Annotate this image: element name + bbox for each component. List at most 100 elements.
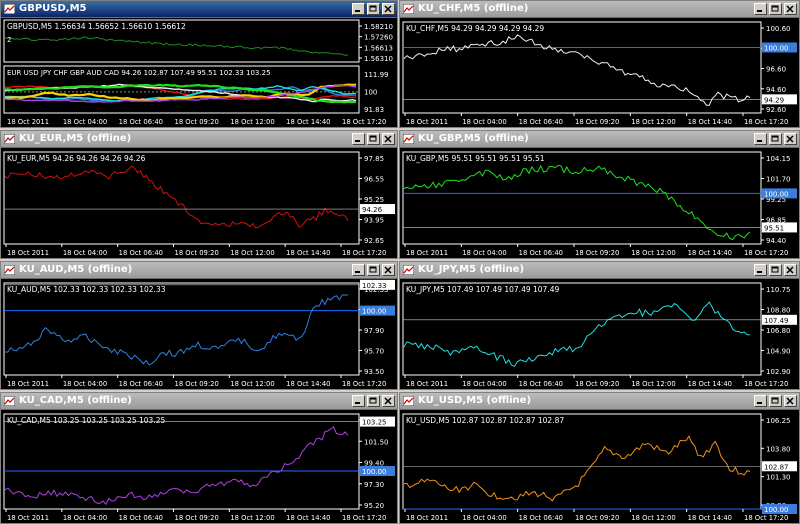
close-button[interactable] xyxy=(784,395,797,407)
reference-tag-label: 100.00 xyxy=(362,308,387,316)
maximize-button[interactable] xyxy=(769,3,782,15)
title-bar[interactable]: KU_EUR,M5 (offline) xyxy=(1,131,397,148)
close-button[interactable] xyxy=(382,133,395,145)
price-line xyxy=(5,294,348,366)
chart-window-jpy[interactable]: KU_JPY,M5 (offline) KU_JPY,M5 107.49 107.… xyxy=(399,261,800,390)
y-tick-label: 95.70 xyxy=(364,348,384,356)
reference-tag xyxy=(762,504,797,514)
chart-header: KU_CAD,M5 103.25 103.25 103.25 103.25 xyxy=(7,416,165,425)
chart-area[interactable]: GBPUSD,M5 1.56634 1.56652 1.56610 1.5661… xyxy=(1,18,397,127)
chart-area[interactable]: KU_AUD,M5 102.33 102.33 102.33 102.33 102… xyxy=(1,279,397,389)
y-tick-label: 92.65 xyxy=(364,237,384,245)
chart-area[interactable]: KU_JPY,M5 107.49 107.49 107.49 107.49 110… xyxy=(400,279,799,389)
x-tick-label: 18 Oct 09:20 xyxy=(575,118,619,126)
x-tick-label: 18 Oct 09:20 xyxy=(575,249,619,257)
close-button[interactable] xyxy=(784,133,797,145)
minimize-button[interactable] xyxy=(754,395,767,407)
chart-frame xyxy=(3,151,360,245)
pane-sub-label: 2 xyxy=(7,36,11,44)
x-tick-label: 18 Oct 14:40 xyxy=(286,249,330,257)
chart-window-eur[interactable]: KU_EUR,M5 (offline) KU_EUR,M5 94.26 94.26… xyxy=(0,130,398,259)
reference-tag-label: 100.00 xyxy=(362,468,387,476)
reference-tag xyxy=(360,305,395,316)
minimize-button[interactable] xyxy=(352,264,365,276)
x-tick-label: 18 Oct 12:00 xyxy=(230,514,274,522)
chart-window-usd[interactable]: KU_USD,M5 (offline) KU_USD,M5 102.87 102.… xyxy=(399,392,800,524)
window-title: GBPUSD,M5 xyxy=(19,3,87,14)
price-pane[interactable]: GBPUSD,M5 1.56634 1.56652 1.56610 1.5661… xyxy=(1,18,397,64)
chart-window-chf[interactable]: KU_CHF,M5 (offline) KU_CHF,M5 94.29 94.29… xyxy=(399,0,800,128)
title-bar[interactable]: KU_JPY,M5 (offline) xyxy=(400,262,799,279)
minimize-button[interactable] xyxy=(754,264,767,276)
title-bar[interactable]: KU_CHF,M5 (offline) xyxy=(400,1,799,18)
x-tick-label: 18 Oct 2011 xyxy=(7,249,49,257)
x-tick-label: 18 Oct 14:40 xyxy=(688,514,732,522)
title-bar[interactable]: KU_CAD,M5 (offline) xyxy=(1,393,397,410)
minimize-button[interactable] xyxy=(352,395,365,407)
maximize-button[interactable] xyxy=(769,264,782,276)
chart-window-gbp[interactable]: KU_GBP,M5 (offline) KU_GBP,M5 95.51 95.51… xyxy=(399,130,800,259)
indicator-pane[interactable]: EUR USD JPY CHF GBP AUD CAD 94.26 102.87… xyxy=(1,64,397,127)
maximize-button[interactable] xyxy=(367,3,380,15)
maximize-button[interactable] xyxy=(769,395,782,407)
chart-area[interactable]: KU_EUR,M5 94.26 94.26 94.26 94.26 97.85 96… xyxy=(1,148,397,258)
y-tick-label: 100.60 xyxy=(766,25,791,33)
chart-header: KU_AUD,M5 102.33 102.33 102.33 102.33 xyxy=(7,285,166,294)
chart-frame xyxy=(3,282,360,376)
chart-area[interactable]: KU_CAD,M5 103.25 103.25 103.25 103.25 103… xyxy=(1,410,397,523)
x-tick-label: 18 Oct 14:40 xyxy=(688,118,732,126)
maximize-button[interactable] xyxy=(367,264,380,276)
x-tick-label: 18 Oct 04:00 xyxy=(63,249,107,257)
chart-area[interactable]: KU_GBP,M5 95.51 95.51 95.51 95.51 104.15 1… xyxy=(400,148,799,258)
close-button[interactable] xyxy=(784,264,797,276)
chart-window-cad[interactable]: KU_CAD,M5 (offline) KU_CAD,M5 103.25 103.… xyxy=(0,392,398,524)
close-button[interactable] xyxy=(784,3,797,15)
x-tick-label: 18 Oct 17:20 xyxy=(744,118,788,126)
minimize-button[interactable] xyxy=(754,3,767,15)
window-title: KU_JPY,M5 (offline) xyxy=(418,264,525,275)
x-tick-label: 18 Oct 04:00 xyxy=(462,249,506,257)
price-chart[interactable]: KU_CAD,M5 103.25 103.25 103.25 103.25 103… xyxy=(1,410,397,523)
maximize-button[interactable] xyxy=(367,133,380,145)
close-icon xyxy=(384,266,392,274)
maximize-button[interactable] xyxy=(769,133,782,145)
title-bar[interactable]: KU_GBP,M5 (offline) xyxy=(400,131,799,148)
x-tick-label: 18 Oct 14:40 xyxy=(286,118,330,126)
minimize-button[interactable] xyxy=(352,3,365,15)
close-button[interactable] xyxy=(382,264,395,276)
price-chart[interactable]: KU_EUR,M5 94.26 94.26 94.26 94.26 97.85 96… xyxy=(1,148,397,258)
chart-frame xyxy=(3,19,360,63)
chart-window-gbpusd[interactable]: GBPUSD,M5 GBPUSD,M5 1.56634 1.56652 1.566… xyxy=(0,0,398,128)
minimize-button[interactable] xyxy=(352,133,365,145)
chart-area[interactable]: KU_CHF,M5 94.29 94.29 94.29 94.29 100.60 9… xyxy=(400,18,799,127)
window-controls xyxy=(350,3,395,16)
close-button[interactable] xyxy=(382,3,395,15)
price-chart[interactable]: KU_USD,M5 102.87 102.87 102.87 102.87 106… xyxy=(400,410,799,523)
window-title: KU_EUR,M5 (offline) xyxy=(19,133,132,144)
x-tick-label: 18 Oct 04:00 xyxy=(462,118,506,126)
price-chart[interactable]: KU_AUD,M5 102.33 102.33 102.33 102.33 102… xyxy=(1,279,397,389)
x-tick-label: 18 Oct 04:00 xyxy=(63,118,107,126)
chart-header: KU_JPY,M5 107.49 107.49 107.49 107.49 xyxy=(406,285,559,294)
price-tag-label: 103.25 xyxy=(362,419,387,427)
window-controls xyxy=(752,395,797,408)
chart-frame xyxy=(3,65,360,114)
chart-area[interactable]: KU_USD,M5 102.87 102.87 102.87 102.87 106… xyxy=(400,410,799,523)
y-tick-label: 1.56613 xyxy=(364,44,393,52)
price-chart[interactable]: KU_GBP,M5 95.51 95.51 95.51 95.51 104.15 1… xyxy=(400,148,799,258)
currency-index-line xyxy=(4,85,357,102)
y-tick-label: 96.85 xyxy=(766,217,786,225)
title-bar[interactable]: GBPUSD,M5 xyxy=(1,1,397,18)
chart-header: KU_CHF,M5 94.29 94.29 94.29 94.29 xyxy=(406,24,544,33)
price-chart[interactable]: KU_JPY,M5 107.49 107.49 107.49 107.49 110… xyxy=(400,279,799,389)
title-bar[interactable]: KU_AUD,M5 (offline) xyxy=(1,262,397,279)
maximize-button[interactable] xyxy=(367,395,380,407)
price-chart[interactable]: KU_CHF,M5 94.29 94.29 94.29 94.29 100.60 9… xyxy=(400,18,799,127)
price-tag xyxy=(360,279,395,290)
price-tag xyxy=(762,222,797,233)
close-button[interactable] xyxy=(382,395,395,407)
title-bar[interactable]: KU_USD,M5 (offline) xyxy=(400,393,799,410)
chart-window-aud[interactable]: KU_AUD,M5 (offline) KU_AUD,M5 102.33 102.… xyxy=(0,261,398,390)
minimize-button[interactable] xyxy=(754,133,767,145)
chart-frame xyxy=(402,21,762,114)
